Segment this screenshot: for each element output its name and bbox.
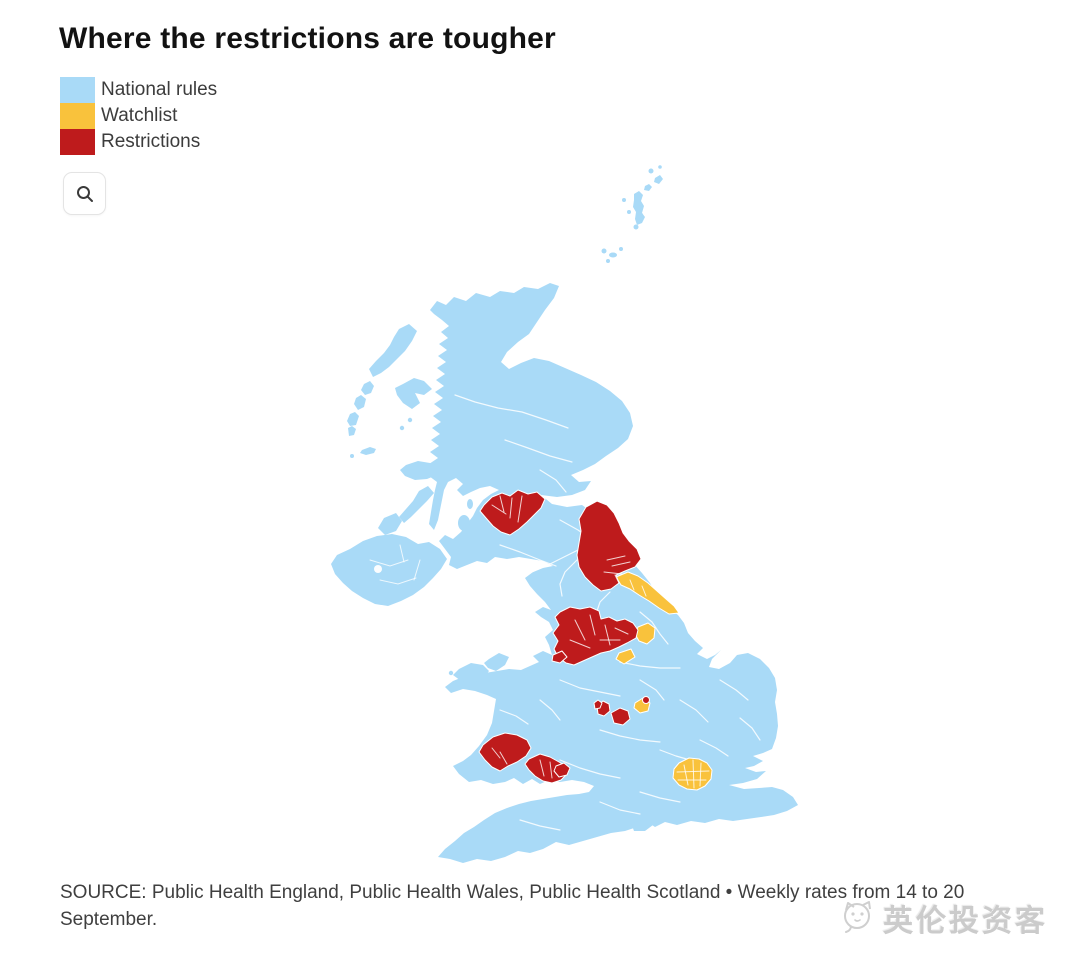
source-note: SOURCE: Public Health England, Public He… bbox=[60, 882, 965, 930]
legend-item-national: National rules bbox=[60, 77, 217, 103]
legend-swatch-national bbox=[60, 77, 95, 103]
page-title: Where the restrictions are tougher bbox=[59, 22, 556, 55]
magnifying-glass-icon bbox=[75, 184, 95, 204]
legend-item-restrictions: Restrictions bbox=[60, 129, 217, 155]
legend-swatch-restrictions bbox=[60, 129, 95, 155]
legend-swatch-watchlist bbox=[60, 103, 95, 129]
legend-label-restrictions: Restrictions bbox=[101, 131, 201, 152]
islands bbox=[347, 165, 663, 831]
northern-ireland-landmass bbox=[331, 534, 447, 606]
legend: National rules Watchlist Restrictions bbox=[60, 77, 217, 155]
legend-label-watchlist: Watchlist bbox=[101, 105, 178, 126]
legend-label-national: National rules bbox=[101, 79, 218, 100]
watchlist-regions bbox=[615, 571, 713, 791]
legend-item-watchlist: Watchlist bbox=[60, 103, 217, 129]
map-zoom-search-button[interactable] bbox=[63, 172, 106, 215]
restrictions-regions bbox=[478, 489, 650, 784]
